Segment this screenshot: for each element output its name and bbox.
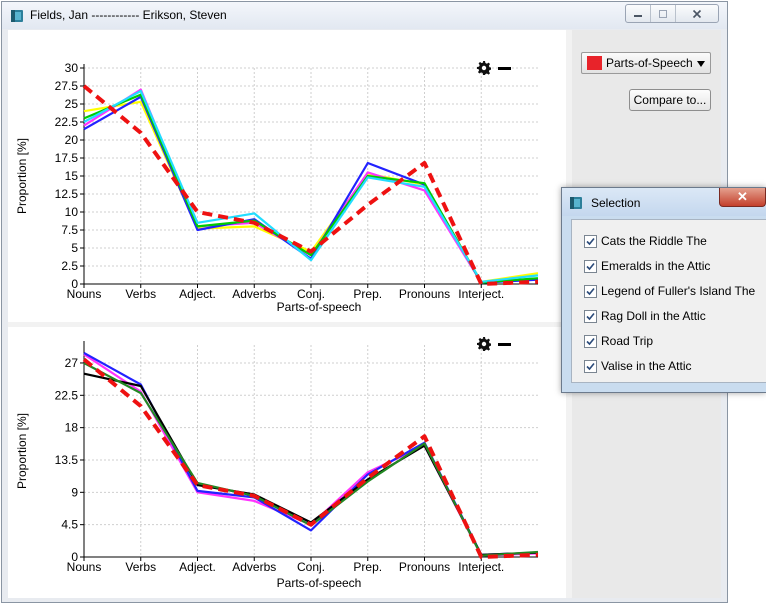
y-tick-label: 22.5 <box>55 115 79 129</box>
selection-item-label: Rag Doll in the Attic <box>601 309 706 323</box>
series-line-4 <box>82 357 539 559</box>
y-tick-label: 0 <box>71 277 78 291</box>
selection-item-label: Road Trip <box>601 334 654 348</box>
y-tick-label: 30 <box>65 61 79 75</box>
x-tick-label: Adverbs <box>232 560 276 574</box>
checkmark-icon <box>586 362 595 370</box>
y-tick-label: 18 <box>65 421 79 435</box>
x-tick-label: Adject. <box>179 287 216 301</box>
selection-dialog: Selection ✕ Cats the Riddle The Emeralds… <box>561 187 766 393</box>
y-tick-label: 2.5 <box>61 259 78 273</box>
checkbox[interactable] <box>584 234 597 248</box>
chart-bottom: 0 4.5 9 13.5 18 22.5 27 Nouns Verbs Adject. Adverb… <box>15 341 539 590</box>
x-tick-label: Prep. <box>353 560 382 574</box>
checkbox[interactable] <box>584 309 597 323</box>
minimize-button[interactable] <box>626 5 651 22</box>
parts-of-speech-dropdown[interactable]: Parts-of-Speech <box>581 52 711 74</box>
y-tick-label: 25 <box>65 97 79 111</box>
color-swatch <box>587 56 602 70</box>
dropdown-label: Parts-of-Speech <box>606 56 693 70</box>
y-tick-label: 10 <box>65 205 79 219</box>
checkbox[interactable] <box>584 284 597 298</box>
gear-icon[interactable] <box>477 61 491 75</box>
x-axis-label: Parts-of-speech <box>277 300 362 314</box>
close-icon <box>692 9 702 18</box>
checkbox[interactable] <box>584 334 597 348</box>
maximize-icon <box>659 9 667 18</box>
selection-item[interactable]: Valise in the Attic <box>584 358 692 374</box>
series-line-2 <box>83 372 539 556</box>
window-controls <box>625 4 719 23</box>
checkmark-icon <box>586 237 595 245</box>
selection-list: Cats the Riddle The Emeralds in the Atti… <box>571 219 766 383</box>
y-axis-label: Proportion [%] <box>15 138 29 214</box>
series-line-5 <box>82 84 539 286</box>
maximize-button[interactable] <box>651 5 676 22</box>
gear-icon[interactable] <box>477 337 491 351</box>
checkmark-icon <box>586 287 595 295</box>
checkbox[interactable] <box>584 259 597 273</box>
selection-item[interactable]: Rag Doll in the Attic <box>584 308 706 324</box>
compare-to-button[interactable]: Compare to... <box>629 89 711 111</box>
x-tick-label: Adject. <box>179 560 216 574</box>
selection-item[interactable]: Cats the Riddle The <box>584 233 707 249</box>
y-tick-label: 15 <box>65 169 79 183</box>
checkmark-icon <box>586 262 595 270</box>
selection-item-label: Valise in the Attic <box>601 359 692 373</box>
y-tick-label: 20 <box>65 133 79 147</box>
window-title: Fields, Jan ------------ Erikson, Steven <box>30 8 227 22</box>
x-tick-label: Nouns <box>67 560 102 574</box>
chart-top: 0 2.5 5 7.5 10 12.5 15 17.5 20 22.5 25 27.5 30 Nouns V… <box>15 61 539 314</box>
selection-item[interactable]: Road Trip <box>584 333 653 349</box>
x-tick-label: Verbs <box>125 287 156 301</box>
x-tick-label: Prep. <box>353 287 382 301</box>
series-line-4 <box>83 89 539 283</box>
x-axis-label: Parts-of-speech <box>277 576 362 590</box>
x-tick-label: Verbs <box>125 560 156 574</box>
selection-title-bar[interactable]: Selection ✕ <box>562 188 766 216</box>
x-tick-label: Conj. <box>297 560 325 574</box>
checkmark-icon <box>586 337 595 345</box>
y-tick-label: 17.5 <box>55 151 79 165</box>
x-tick-label: Interject. <box>458 287 504 301</box>
x-tick-label: Conj. <box>297 287 325 301</box>
checkbox[interactable] <box>584 359 597 373</box>
chart-panel-top: 0 2.5 5 7.5 10 12.5 15 17.5 20 22.5 25 27.5 30 Nouns V… <box>8 30 566 322</box>
y-tick-label: 12.5 <box>55 187 79 201</box>
y-tick-label: 7.5 <box>61 223 78 237</box>
y-axis-label: Proportion [%] <box>15 413 29 489</box>
y-tick-label: 27.5 <box>55 79 79 93</box>
y-tick-label: 9 <box>71 485 78 499</box>
collapse-icon[interactable] <box>498 67 511 70</box>
app-icon <box>570 197 582 209</box>
x-tick-label: Adverbs <box>232 287 276 301</box>
checkmark-icon <box>586 312 595 320</box>
y-tick-label: 0 <box>71 550 78 564</box>
y-tick-label: 13.5 <box>55 453 79 467</box>
dropdown-arrow-icon <box>697 61 705 67</box>
selection-item-label: Cats the Riddle The <box>601 234 707 248</box>
y-tick-label: 22.5 <box>55 388 79 402</box>
minimize-icon <box>634 14 642 17</box>
x-tick-label: Pronouns <box>399 287 450 301</box>
selection-item[interactable]: Emeralds in the Attic <box>584 258 710 274</box>
selection-item[interactable]: Legend of Fuller's Island The <box>584 283 755 299</box>
selection-title: Selection <box>591 196 641 210</box>
x-tick-label: Interject. <box>458 560 504 574</box>
y-tick-label: 4.5 <box>61 518 78 532</box>
app-icon <box>11 10 23 22</box>
close-button[interactable] <box>676 5 718 22</box>
x-tick-label: Nouns <box>67 287 102 301</box>
selection-item-label: Legend of Fuller's Island The <box>601 284 756 298</box>
chart-panel-bottom: 0 4.5 9 13.5 18 22.5 27 Nouns Verbs Adject. Adverb… <box>8 327 566 598</box>
selection-item-label: Emeralds in the Attic <box>601 259 711 273</box>
x-tick-label: Pronouns <box>399 560 450 574</box>
y-tick-label: 27 <box>65 356 79 370</box>
collapse-icon[interactable] <box>498 343 511 346</box>
selection-close-button[interactable]: ✕ <box>719 188 766 207</box>
title-bar[interactable]: Fields, Jan ------------ Erikson, Steven <box>2 2 727 29</box>
y-tick-label: 5 <box>71 241 78 255</box>
